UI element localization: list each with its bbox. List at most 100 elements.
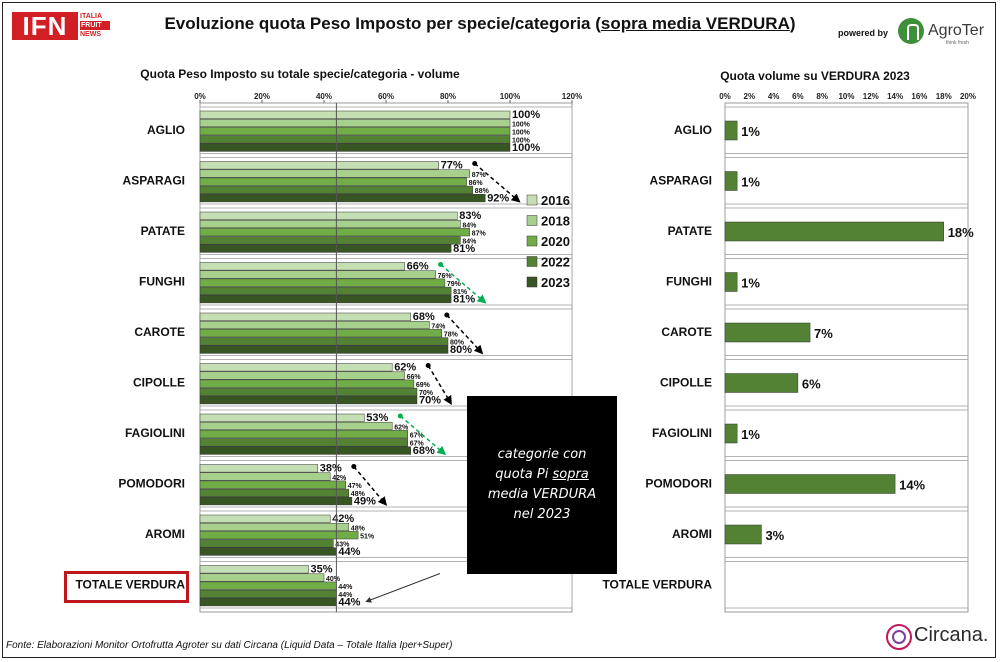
left-data-label-pomodori-2018: 42% bbox=[332, 475, 347, 482]
left-bar-aglio-2016 bbox=[199, 110, 511, 119]
right-category-label-cipolle: CIPOLLE bbox=[660, 376, 712, 390]
left-category-label-carote: CAROTE bbox=[134, 325, 185, 339]
callout-line4: nel 2023 bbox=[513, 507, 571, 522]
callout-line1: categorie con bbox=[497, 447, 587, 462]
right-x-tick-label: 8% bbox=[816, 92, 828, 101]
right-bar-fagiolini bbox=[724, 423, 738, 444]
trend-arrow-asparagi bbox=[474, 162, 521, 203]
left-data-label-aromi-2016: 42% bbox=[332, 513, 354, 525]
right-bar-asparagi bbox=[724, 171, 738, 191]
right-category-label-fagiolini: FAGIOLINI bbox=[652, 426, 712, 440]
left-bar-funghi-2020 bbox=[199, 278, 446, 287]
legend-label-2023: 2023 bbox=[541, 275, 570, 290]
left-bar-patate-2016 bbox=[199, 211, 458, 220]
left-bar-totale-verdura-2020 bbox=[199, 581, 337, 590]
left-data-label-aromi-2022: 43% bbox=[335, 542, 350, 549]
left-data-label-pomodori-2020: 47% bbox=[348, 483, 363, 490]
page-title-underlined: sopra media VERDURA bbox=[600, 14, 790, 33]
left-bar-pomodori-2023 bbox=[199, 497, 353, 506]
left-chart-title: Quota Peso Imposto su totale specie/cate… bbox=[140, 67, 460, 81]
left-bar-funghi-2018 bbox=[199, 270, 436, 279]
left-bar-fagiolini-2023 bbox=[199, 446, 412, 455]
left-data-label-pomodori-2023: 49% bbox=[354, 495, 376, 507]
left-data-label-cipolle-2023: 70% bbox=[419, 394, 441, 406]
legend-label-2020: 2020 bbox=[541, 234, 570, 249]
ifn-logo-sub1: ITALIA bbox=[80, 13, 103, 20]
left-bar-patate-2018 bbox=[199, 219, 461, 229]
right-x-tick-label: 10% bbox=[838, 92, 854, 101]
right-bar-cipolle bbox=[724, 373, 799, 393]
left-bar-asparagi-2020 bbox=[199, 177, 467, 186]
right-category-label-asparagi: ASPARAGI bbox=[650, 174, 712, 188]
powered-by-label: powered by bbox=[838, 28, 889, 38]
left-bar-aglio-2020 bbox=[199, 127, 511, 136]
right-x-tick-label: 18% bbox=[936, 92, 952, 101]
left-data-label-patate-2020: 87% bbox=[472, 231, 487, 238]
left-bar-carote-2020 bbox=[199, 329, 443, 338]
left-data-label-asparagi-2016: 77% bbox=[441, 160, 463, 172]
right-x-tick-label: 20% bbox=[960, 92, 976, 101]
agroter-logo-tagline: think fresh bbox=[946, 40, 970, 46]
source-footnote: Fonte: Elaborazioni Monitor Ortofrutta A… bbox=[6, 640, 453, 651]
left-bar-asparagi-2016 bbox=[199, 161, 439, 170]
left-data-label-aglio-2016: 100% bbox=[512, 109, 540, 121]
left-category-label-fagiolini: FAGIOLINI bbox=[125, 426, 185, 440]
left-bar-fagiolini-2018 bbox=[199, 421, 393, 431]
legend-swatch-2016 bbox=[526, 194, 538, 206]
right-group-box-aglio bbox=[724, 106, 969, 154]
left-data-label-funghi-2016: 66% bbox=[407, 261, 429, 273]
left-data-label-aromi-2018: 48% bbox=[351, 525, 366, 532]
left-category-label-totale-verdura: TOTALE VERDURA bbox=[75, 578, 185, 592]
left-data-label-totale-verdura-2023: 44% bbox=[338, 596, 360, 608]
left-category-label-funghi: FUNGHI bbox=[139, 275, 185, 289]
left-bar-cipolle-2023 bbox=[199, 396, 418, 405]
left-bar-patate-2023 bbox=[199, 244, 452, 253]
left-bar-fagiolini-2020 bbox=[199, 430, 408, 439]
left-bar-fagiolini-2016 bbox=[199, 413, 365, 422]
right-x-tick-label: 14% bbox=[887, 92, 903, 101]
right-data-label-patate: 18% bbox=[948, 225, 974, 240]
left-data-label-fagiolini-2022: 67% bbox=[410, 441, 425, 448]
left-bar-pomodori-2018 bbox=[199, 472, 331, 481]
agroter-logo-text: AgroTer bbox=[928, 22, 985, 39]
trend-arrow-fagiolini bbox=[399, 415, 447, 456]
left-data-label-patate-2016: 83% bbox=[459, 210, 481, 222]
left-data-label-fagiolini-2020: 67% bbox=[410, 433, 425, 440]
left-data-label-aromi-2023: 44% bbox=[338, 546, 360, 558]
left-data-label-aglio-2020: 100% bbox=[512, 130, 531, 137]
left-data-label-carote-2020: 78% bbox=[444, 332, 459, 339]
left-bar-asparagi-2018 bbox=[199, 169, 470, 178]
trend-arrow-cipolle bbox=[427, 365, 452, 406]
left-data-label-totale-verdura-2018: 40% bbox=[326, 576, 341, 583]
left-x-tick-label: 120% bbox=[562, 92, 582, 101]
left-data-label-cipolle-2022: 70% bbox=[419, 390, 434, 397]
right-bar-funghi bbox=[724, 272, 738, 292]
left-data-label-patate-2018: 84% bbox=[462, 222, 477, 229]
left-data-label-fagiolini-2023: 68% bbox=[413, 445, 435, 457]
legend-label-2022: 2022 bbox=[541, 255, 570, 270]
trend-arrow-carote bbox=[446, 314, 484, 355]
left-bar-aromi-2016 bbox=[199, 514, 331, 523]
left-bar-aglio-2018 bbox=[199, 118, 511, 128]
right-x-tick-label: 16% bbox=[911, 92, 927, 101]
left-bar-funghi-2016 bbox=[199, 262, 405, 271]
page-title-prefix: Evoluzione quota Peso Imposto per specie… bbox=[164, 14, 601, 33]
right-category-label-aglio: AGLIO bbox=[674, 123, 712, 137]
left-bar-patate-2020 bbox=[199, 228, 470, 237]
left-bar-carote-2018 bbox=[199, 320, 430, 330]
left-bar-carote-2023 bbox=[199, 345, 449, 354]
left-data-label-funghi-2022: 81% bbox=[453, 289, 468, 296]
right-group-box-funghi bbox=[724, 258, 969, 306]
left-data-label-patate-2022: 84% bbox=[462, 239, 477, 246]
left-x-tick-label: 40% bbox=[316, 92, 332, 101]
right-group-box-asparagi bbox=[724, 157, 969, 205]
callout-line2-prefix: quota Pi bbox=[495, 467, 553, 482]
totale-pointer-arrow bbox=[365, 573, 441, 603]
right-chart-plot-frame bbox=[724, 102, 969, 613]
right-x-tick-label: 4% bbox=[768, 92, 780, 101]
left-bar-totale-verdura-2016 bbox=[199, 565, 309, 574]
left-data-label-funghi-2018: 76% bbox=[438, 273, 453, 280]
left-category-label-aromi: AROMI bbox=[145, 527, 185, 541]
left-bar-asparagi-2023 bbox=[199, 194, 486, 203]
trend-arrow-pomodori bbox=[353, 466, 388, 506]
